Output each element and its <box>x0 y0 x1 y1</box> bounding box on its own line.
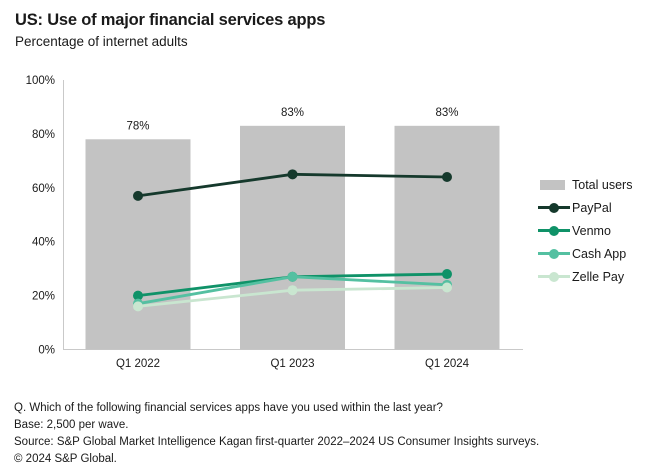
total-users-swatch-icon <box>538 179 572 191</box>
page-subtitle: Percentage of internet adults <box>15 34 188 49</box>
paypal-point <box>133 190 143 201</box>
x-tick-label: Q1 2023 <box>270 358 314 370</box>
zelle-pay-point <box>133 301 143 312</box>
footnotes: Q. Which of the following financial serv… <box>14 400 634 468</box>
legend-label: Cash App <box>572 246 627 261</box>
footnote-source: Source: S&P Global Market Intelligence K… <box>14 436 540 448</box>
zelle-pay-line-swatch-icon <box>538 271 572 283</box>
legend-label: Zelle Pay <box>572 269 625 284</box>
y-tick-label: 20% <box>32 291 55 303</box>
y-tick-label: 100% <box>26 75 55 87</box>
paypal-point <box>287 169 298 180</box>
x-tick-label: Q1 2024 <box>425 358 470 370</box>
legend-item-zelle-pay: Zelle Pay <box>538 265 632 288</box>
footnote-base: Base: 2,500 per wave. <box>14 419 129 431</box>
footnote-question: Q. Which of the following financial serv… <box>14 402 443 414</box>
bar-value-label: 83% <box>435 107 458 119</box>
total-users-bar <box>240 125 345 350</box>
legend-item-venmo: Venmo <box>538 219 632 242</box>
legend-label: Total users <box>572 177 633 192</box>
venmo-point <box>133 290 143 301</box>
venmo-line-swatch-icon <box>538 225 572 237</box>
legend-item-total-users: Total users <box>538 173 632 196</box>
total-users-bar <box>394 125 500 350</box>
footnote-copyright: © 2024 S&P Global. <box>14 453 117 465</box>
zelle-pay-point <box>287 285 298 296</box>
cash-app-point <box>287 271 298 282</box>
legend-item-cash-app: Cash App <box>538 242 632 265</box>
y-tick-label: 80% <box>32 129 55 141</box>
paypal-point <box>442 172 452 183</box>
bar-value-label: 83% <box>281 107 304 119</box>
legend-label: Venmo <box>572 223 611 238</box>
x-tick-label: Q1 2022 <box>116 358 160 370</box>
venmo-point <box>442 269 452 280</box>
legend-label: PayPal <box>572 200 612 215</box>
total-users-bar <box>85 139 191 350</box>
zelle-pay-point <box>442 282 452 293</box>
y-tick-label: 0% <box>38 345 55 357</box>
cash-app-line-swatch-icon <box>538 248 572 260</box>
y-tick-label: 60% <box>32 183 55 195</box>
combo-chart: 0% 20% 40% 60% 80% 100% 78% 83% 83% Q1 2022 Q1 202… <box>26 75 523 370</box>
bar-value-label: 78% <box>126 120 149 132</box>
y-tick-label: 40% <box>32 237 55 249</box>
page-title: US: Use of major financial services apps <box>15 11 326 29</box>
paypal-line-swatch-icon <box>538 202 572 214</box>
legend-item-paypal: PayPal <box>538 196 632 219</box>
legend: Total users PayPal Venmo Cash App Zelle … <box>538 173 632 288</box>
